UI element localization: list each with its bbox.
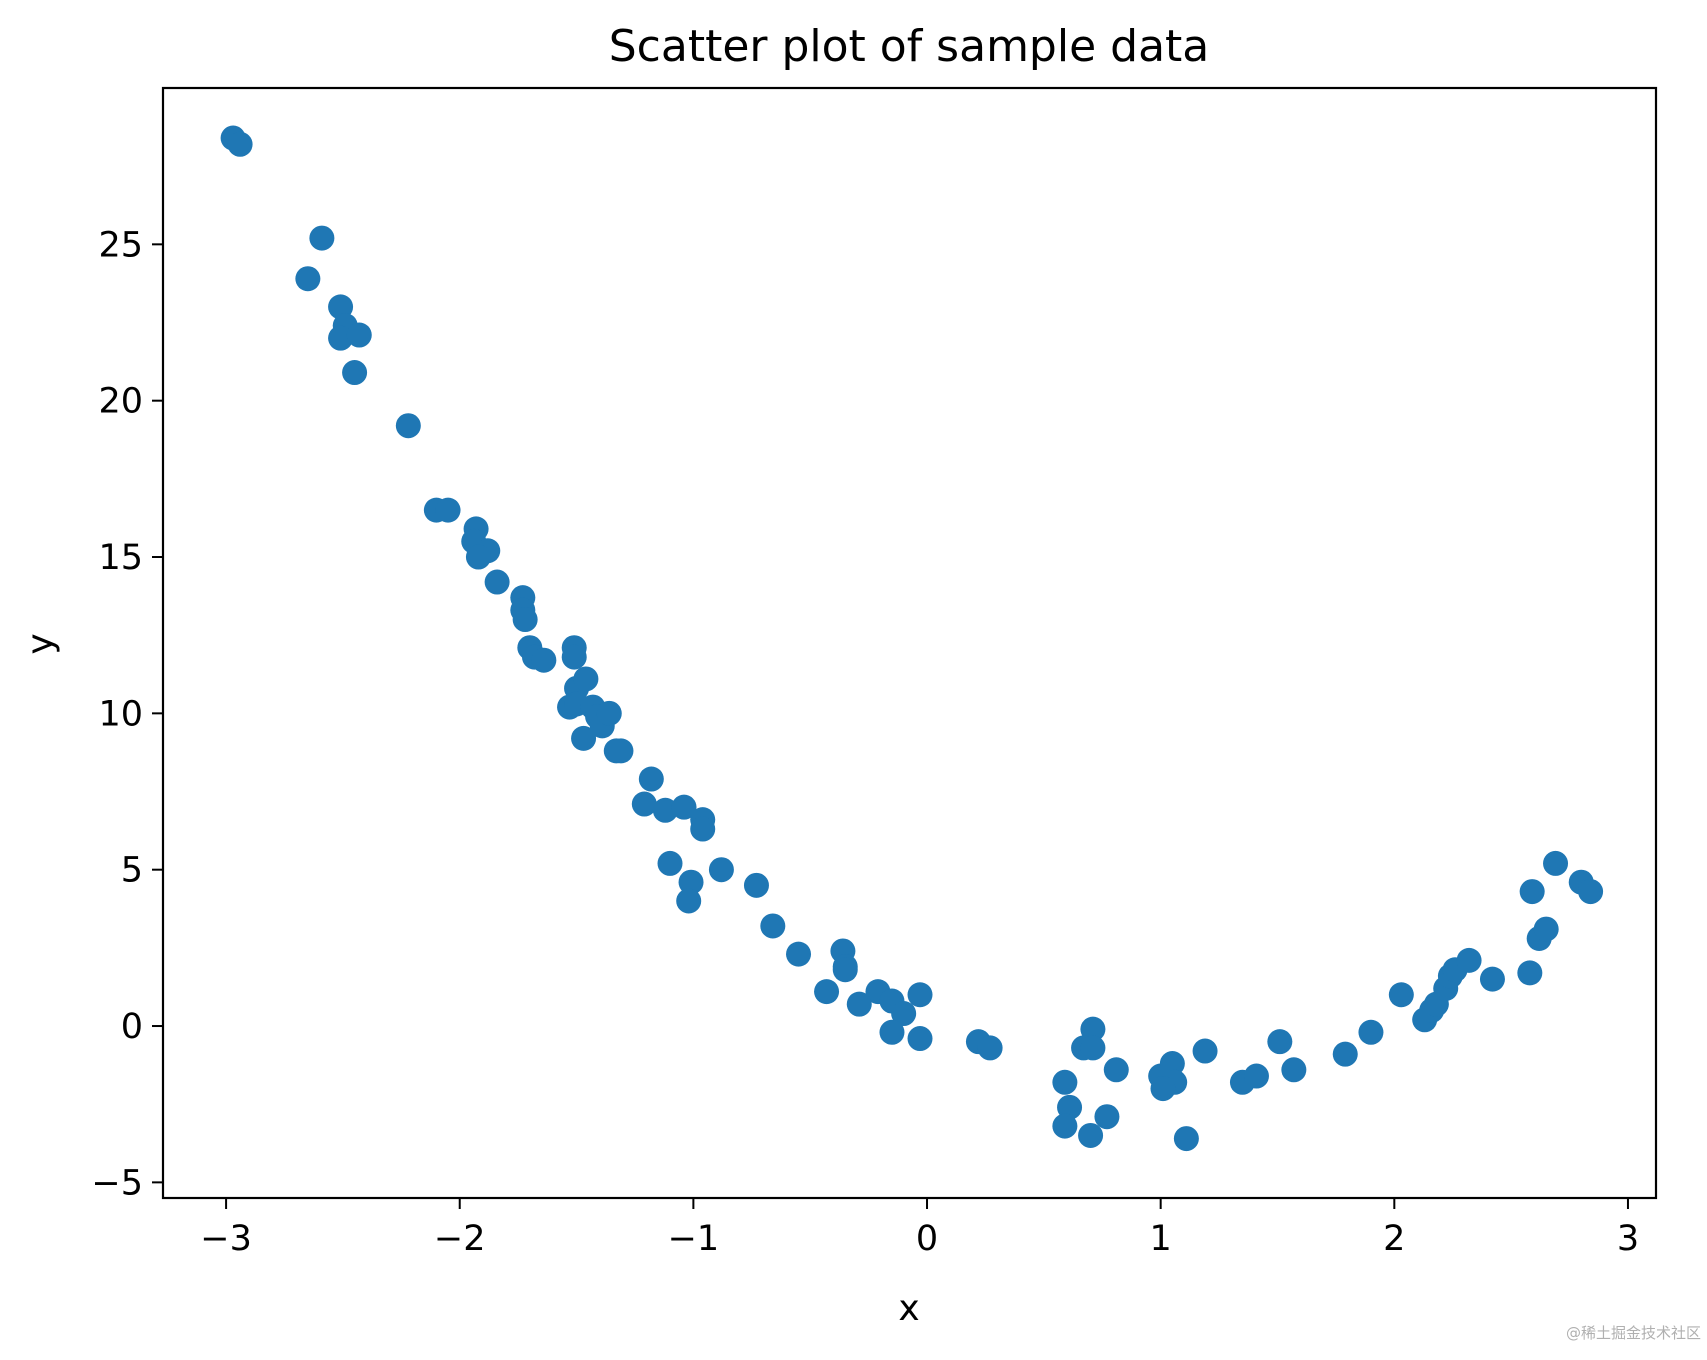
data-point [1243,1063,1269,1089]
data-point [1192,1038,1218,1064]
x-axis-label: x [898,1288,919,1329]
y-axis-label: y [20,633,61,654]
data-point [760,913,786,939]
x-tick-label: 1 [1150,1219,1172,1259]
data-point [671,794,697,820]
data-point [1543,850,1569,876]
data-point [1078,1122,1104,1148]
data-point [1080,1035,1106,1061]
y-axis-ticks: −5 0 5 10 15 20 25 [91,225,163,1203]
x-axis-ticks: −3 −2 −1 0 1 2 3 [200,1198,1639,1259]
data-point [435,497,461,523]
data-point [1057,1094,1083,1120]
data-point [1103,1057,1129,1083]
data-point [1533,916,1559,942]
data-point [531,647,557,673]
data-point [1094,1104,1120,1130]
data-point [743,872,769,898]
x-tick-label: −3 [200,1219,252,1259]
data-point [652,797,678,823]
x-tick-label: 3 [1617,1219,1639,1259]
data-point [1358,1019,1384,1045]
data-point [846,991,872,1017]
y-tick-label: 5 [121,851,143,891]
data-point [484,569,510,595]
data-point [879,1019,905,1045]
data-point [1052,1113,1078,1139]
data-point [596,700,622,726]
data-point [690,816,716,842]
data-point [977,1035,1003,1061]
x-tick-label: −1 [668,1219,720,1259]
data-point [1281,1057,1307,1083]
data-point [907,1026,933,1052]
y-tick-label: 25 [98,225,143,265]
data-point [608,738,634,764]
data-point [891,1001,917,1027]
data-point [676,888,702,914]
y-tick-label: 20 [98,382,143,422]
data-point [814,979,840,1005]
data-point [1456,947,1482,973]
data-point [1479,966,1505,992]
data-point [227,131,253,157]
data-point [1578,879,1604,905]
y-tick-label: 15 [98,538,143,578]
data-point [395,413,421,439]
data-point [708,857,734,883]
data-point [573,666,599,692]
data-point [832,957,858,983]
data-point [1267,1029,1293,1055]
y-tick-label: −5 [91,1163,143,1203]
x-tick-label: 2 [1383,1219,1405,1259]
chart-title: Scatter plot of sample data [609,21,1210,72]
data-point [907,982,933,1008]
data-point [1159,1051,1185,1077]
data-point [309,225,335,251]
data-point [638,766,664,792]
data-point [657,850,683,876]
data-point [1052,1069,1078,1095]
data-point [786,941,812,967]
watermark-text: @稀土掘金技术社区 [1565,1324,1701,1342]
data-point [295,266,321,292]
data-point [571,725,597,751]
data-point [342,360,368,386]
data-point [328,325,354,351]
data-point [1173,1126,1199,1152]
data-point [1519,879,1545,905]
x-tick-label: −2 [434,1219,486,1259]
data-point [512,607,538,633]
y-tick-label: 10 [98,694,143,734]
plot-area-frame [161,86,1658,1200]
data-point [1388,982,1414,1008]
data-point [346,322,372,348]
x-tick-label: 0 [916,1219,938,1259]
data-point [328,294,354,320]
data-point [631,791,657,817]
data-point [561,644,587,670]
data-point [1517,960,1543,986]
y-tick-label: 0 [121,1007,143,1047]
data-point [1080,1016,1106,1042]
data-points [220,125,1604,1152]
data-point [1150,1076,1176,1102]
data-point [1332,1041,1358,1067]
data-point [465,544,491,570]
data-point [678,869,704,895]
